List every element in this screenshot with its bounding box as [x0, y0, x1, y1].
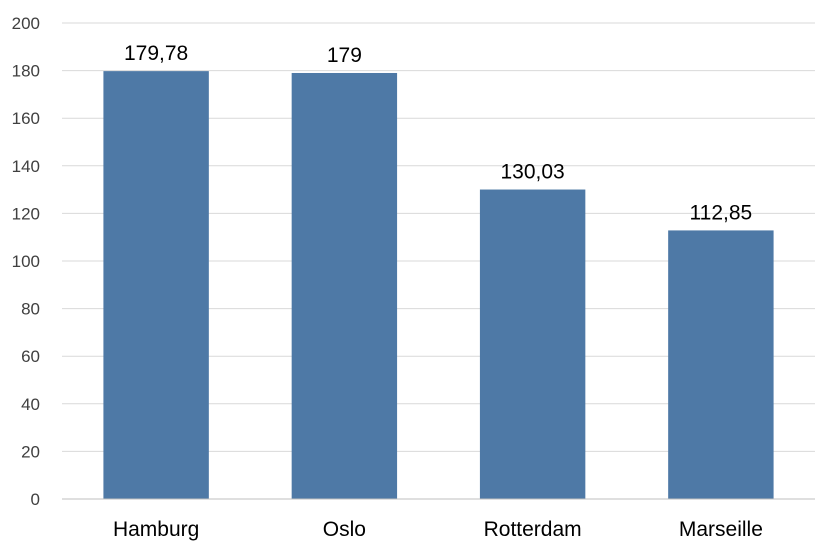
y-tick-label: 200 — [12, 14, 40, 33]
y-tick-label: 20 — [21, 442, 40, 461]
y-tick-label: 160 — [12, 109, 40, 128]
data-label-rotterdam: 130,03 — [501, 161, 565, 184]
y-tick-label: 60 — [21, 347, 40, 366]
category-label-marseille: Marseille — [679, 518, 763, 541]
data-label-oslo: 179 — [327, 44, 362, 67]
bar-rotterdam — [479, 189, 586, 499]
y-tick-label: 180 — [12, 62, 40, 81]
category-label-rotterdam: Rotterdam — [484, 518, 582, 541]
data-label-hamburg: 179,78 — [124, 42, 188, 65]
y-tick-label: 140 — [12, 157, 40, 176]
bar-oslo — [291, 72, 398, 499]
category-label-hamburg: Hamburg — [113, 518, 199, 541]
bars — [103, 71, 774, 500]
y-tick-label: 120 — [12, 204, 40, 223]
x-axis-category-labels: Hamburg Oslo Rotterdam Marseille — [113, 518, 763, 541]
y-axis-tick-labels: 0 20 40 60 80 100 120 140 160 180 200 — [12, 14, 40, 509]
y-tick-label: 80 — [21, 300, 40, 319]
category-label-oslo: Oslo — [323, 518, 366, 541]
y-tick-label: 0 — [31, 490, 40, 509]
bar-hamburg — [103, 71, 209, 499]
data-label-marseille: 112,85 — [690, 201, 753, 224]
bar-marseille — [668, 230, 774, 500]
y-tick-label: 40 — [21, 395, 40, 414]
data-labels: 179,78 179 130,03 112,85 — [124, 42, 752, 224]
y-tick-label: 100 — [12, 252, 40, 271]
